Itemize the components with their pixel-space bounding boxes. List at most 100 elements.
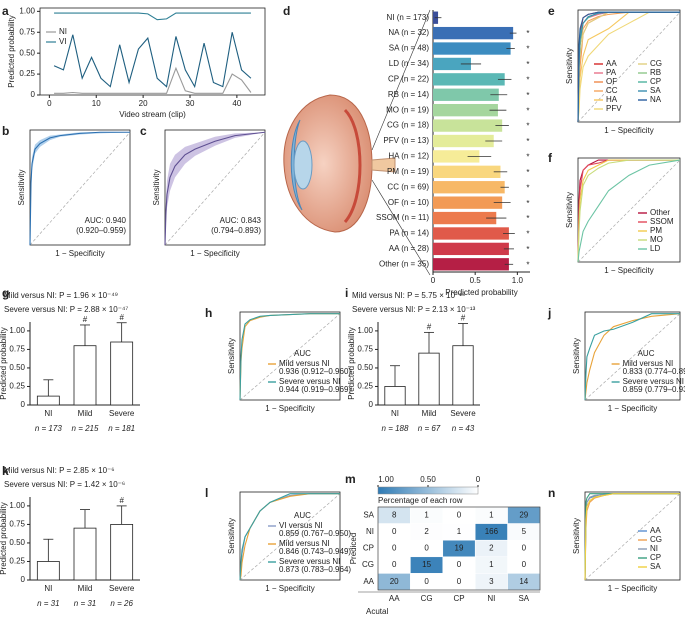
series-line (577, 11, 680, 123)
row-label: SA (363, 510, 374, 519)
matrix-frame (377, 506, 541, 591)
annotation: Severe versus NI: P = 1.42 × 10⁻⁶ (4, 480, 125, 489)
legend-label: SA (650, 86, 661, 95)
significance-mark: * (526, 60, 529, 69)
row-label: AA (363, 577, 374, 586)
significance-mark: * (526, 199, 529, 208)
legend-label: CC (606, 86, 618, 95)
series-line (584, 493, 680, 581)
category-label: SSOM (n = 11) (376, 213, 429, 222)
bar (433, 150, 480, 163)
x-axis-label: 1 − Specificity (608, 584, 658, 593)
cell-value: 0 (392, 560, 397, 569)
bar (433, 165, 501, 178)
column-label: SA (518, 594, 529, 603)
panel-label: f (548, 151, 553, 165)
bar (433, 119, 503, 132)
cell-value: 0 (457, 560, 462, 569)
bar (73, 345, 97, 406)
legend-label: AA (650, 526, 661, 535)
annotation: Mild versus NI: P = 2.85 × 10⁻⁶ (4, 466, 115, 475)
significance-mark: * (526, 45, 529, 54)
category-label: SA (n = 48) (389, 44, 430, 53)
legend-auc: 0.859 (0.779–0.939) (623, 385, 685, 394)
bar (433, 196, 503, 209)
y-axis-label: Predicted probability (0, 502, 8, 574)
reference-diagonal (577, 159, 681, 263)
legend-label: PA (606, 68, 617, 77)
bar (110, 341, 134, 406)
cell-value: 1 (489, 510, 494, 519)
significance-mark: # (119, 496, 124, 505)
y-tick-label: 1.00 (9, 326, 25, 335)
significance-mark: * (526, 230, 529, 239)
legend-label: NI (650, 544, 658, 553)
plot-frame (577, 9, 681, 123)
reference-diagonal (239, 313, 341, 401)
y-axis-label: Predicted probability (347, 327, 356, 399)
cell-value: 8 (392, 510, 397, 519)
bar (433, 258, 509, 271)
x-axis-label: 1 − Specificity (265, 404, 315, 413)
legend-auc: 0.846 (0.743–0.949) (279, 547, 351, 556)
bar (433, 134, 494, 148)
n-label: n = 26 (110, 599, 133, 608)
panel-label: a (2, 4, 9, 18)
x-tick-label: 0 (47, 99, 52, 108)
bar (418, 352, 440, 406)
bar (433, 211, 497, 225)
legend-auc: 0.873 (0.783–0.964) (279, 565, 351, 574)
panel-label: g (2, 286, 9, 300)
significance-mark: * (526, 75, 529, 84)
annotation: (0.920–0.959) (76, 226, 126, 235)
significance-mark: * (526, 153, 529, 162)
bar (36, 395, 60, 406)
y-tick-label: 0.50 (9, 538, 25, 547)
y-tick-label: 0.25 (9, 382, 25, 391)
category-label: OF (n = 10) (388, 198, 429, 207)
significance-mark: # (83, 315, 88, 324)
plot-frame (584, 491, 681, 581)
y-axis-label: Sensitivity (17, 169, 26, 205)
category-label: PFV (n = 13) (383, 136, 429, 145)
panel-label: n (548, 486, 555, 500)
significance-mark: * (526, 106, 529, 115)
cell-value: 0 (424, 544, 429, 553)
cell-value: 3 (489, 577, 494, 586)
cell-value: 20 (390, 577, 399, 586)
panel-label: m (345, 472, 356, 486)
significance-mark: * (526, 122, 529, 131)
legend-label: OF (606, 77, 617, 86)
y-tick-label: 0.75 (9, 520, 25, 529)
plot-frame (239, 311, 341, 401)
cell-value: 0 (522, 560, 527, 569)
series-line (584, 493, 680, 581)
reference-diagonal (577, 11, 681, 123)
x-tick-label: 30 (186, 99, 195, 108)
bar (452, 345, 474, 406)
n-label: n = 181 (108, 424, 135, 433)
panel-label: j (547, 306, 551, 320)
panel-label: c (140, 124, 147, 138)
n-label: n = 215 (72, 424, 99, 433)
y-tick-label: 0 (369, 400, 374, 409)
bar (433, 227, 509, 240)
n-label: n = 67 (418, 424, 441, 433)
legend-label: Severe versus NI (279, 377, 340, 386)
x-axis-label: 1 − Specificity (55, 249, 105, 258)
y-tick-label: 0.50 (357, 363, 373, 372)
y-tick-label: 0 (21, 575, 26, 584)
category-label: PM (n = 19) (387, 167, 429, 176)
bar (433, 104, 498, 117)
significance-mark: * (526, 168, 529, 177)
legend-label: LD (650, 244, 660, 253)
legend-label: CP (650, 553, 661, 562)
legend-auc: 0.859 (0.767–0.950) (279, 529, 351, 538)
category-label: CP (n = 22) (388, 74, 429, 83)
x-tick-label: Mild (78, 584, 93, 593)
plot-frame (584, 311, 681, 401)
y-tick-label: 1.00 (357, 326, 373, 335)
legend-label: CG (650, 59, 662, 68)
colorbar-tick-label: 0 (476, 475, 481, 484)
cell-value: 166 (485, 527, 499, 536)
